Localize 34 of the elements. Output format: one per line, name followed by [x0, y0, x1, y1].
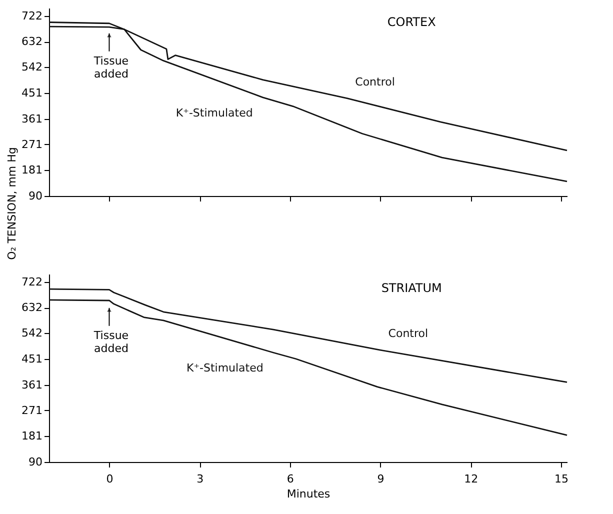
y-tick-label: 90	[28, 190, 42, 202]
y-tick-label: 722	[22, 275, 42, 288]
x-tick-label: 0	[106, 472, 114, 486]
x-axis-title: Minutes	[286, 488, 330, 500]
x-tick-label: 12	[464, 472, 478, 486]
y-tick-label: 181	[22, 164, 42, 177]
x-tick-label: 6	[286, 472, 294, 486]
y-tick-label: 632	[22, 301, 42, 314]
y-tick-label: 181	[22, 430, 42, 443]
y-tick-label: 90	[28, 456, 42, 468]
y-tick-label: 542	[22, 60, 42, 74]
y-tick-label: 451	[22, 352, 42, 366]
y-axis-title: O₂ TENSION, mm Hg	[6, 147, 19, 260]
text: STRIATUM	[381, 281, 442, 295]
line-series	[48, 299, 568, 436]
y-tick-label: 271	[22, 404, 42, 417]
y-tick-label: 361	[22, 112, 42, 126]
x-tick-label: 3	[196, 472, 204, 486]
y-tick-label: 542	[22, 326, 42, 340]
annotation: Tissue added	[92, 54, 129, 80]
y-tick-label: 451	[22, 86, 42, 100]
x-tick-label: 9	[377, 472, 384, 486]
annotation: Tissue added	[92, 328, 129, 355]
series-label: K⁺-Stimulated	[176, 106, 253, 120]
y-tick-label: 632	[22, 35, 42, 48]
series-label: Control	[388, 327, 428, 340]
series-label: K⁺-Stimulated	[186, 362, 264, 375]
y-tick-label: 722	[22, 9, 42, 22]
line-series	[48, 26, 568, 182]
y-tick-label: 361	[22, 378, 42, 392]
text: CORTEX	[387, 15, 436, 29]
x-tick-label: 15	[554, 472, 568, 486]
y-tick-label: 271	[22, 138, 42, 151]
series-label: Control	[355, 75, 395, 88]
